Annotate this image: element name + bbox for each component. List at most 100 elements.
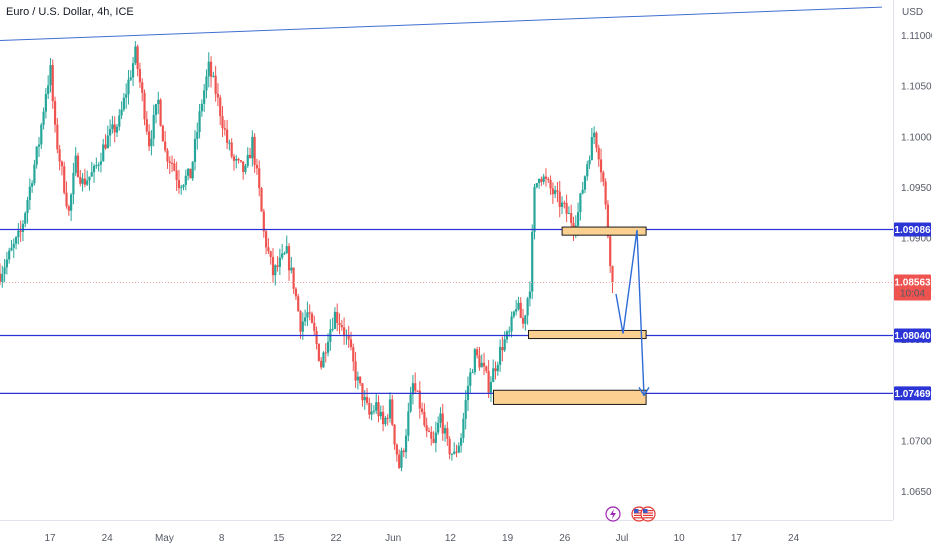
candle-body	[457, 445, 460, 453]
candle-body	[182, 184, 185, 188]
candle-body	[221, 116, 224, 129]
candle-body	[324, 352, 327, 354]
candle-body	[150, 138, 153, 147]
candle-body	[434, 432, 437, 443]
price-tag-label: 1.07469	[894, 389, 931, 400]
supply-demand-zone[interactable]	[561, 226, 647, 236]
us-flag-stripe	[634, 510, 644, 512]
lightning-icon-bolt	[610, 509, 616, 519]
us-flag-stripe	[634, 514, 644, 516]
candle-body	[476, 349, 479, 356]
time-axis[interactable]: 17 24 May 8 15 22 Jun 12 19 26 Jul 10 17 24	[0, 520, 893, 545]
candle-body	[79, 176, 82, 184]
candle-body	[526, 298, 529, 316]
candle-body	[17, 230, 20, 238]
candle-body	[531, 231, 534, 292]
candle-body	[74, 155, 77, 173]
candle-body	[427, 430, 431, 432]
trend-line[interactable]	[0, 6, 883, 42]
candle-body	[521, 317, 525, 324]
candle-body	[299, 311, 302, 332]
date-tick-label: 17	[731, 533, 743, 544]
candle-body	[558, 191, 561, 207]
candle-body	[590, 137, 593, 160]
countdown-timer: 10:04	[900, 289, 925, 300]
candle-body	[251, 136, 254, 159]
candle-body	[253, 136, 256, 165]
candle-body	[56, 124, 59, 150]
price-axis[interactable]: USD1.110001.105001.100001.095001.090001.…	[893, 0, 932, 550]
candle-body	[395, 444, 398, 455]
candle-body	[363, 397, 366, 401]
candle-body	[187, 168, 190, 176]
candle-body	[95, 165, 98, 167]
candle-body	[501, 347, 504, 351]
candle-body	[524, 315, 527, 324]
candle-body	[560, 202, 564, 207]
candle-body	[14, 237, 18, 244]
date-tick-label: 26	[559, 533, 571, 544]
candle-body	[118, 115, 121, 127]
candle-body	[547, 178, 550, 180]
candle-body	[448, 438, 451, 455]
candle-body	[579, 193, 582, 213]
candle-body	[556, 190, 559, 192]
us-flag-canton	[634, 509, 639, 513]
candle-body	[92, 165, 96, 173]
candle-body	[326, 341, 330, 353]
candle-body	[232, 156, 236, 161]
candle-body	[443, 428, 447, 434]
candle-body	[462, 418, 465, 438]
candle-body	[184, 175, 187, 185]
candle-body	[398, 454, 401, 468]
candle-body	[381, 411, 385, 425]
event-markers[interactable]	[605, 506, 656, 522]
supply-demand-zone[interactable]	[528, 329, 647, 340]
candle-body	[549, 179, 552, 189]
candle-body	[88, 176, 91, 181]
supply-demand-zone[interactable]	[493, 389, 647, 405]
candle-body	[535, 183, 538, 188]
candle-body	[306, 312, 309, 318]
candle-body	[177, 180, 181, 189]
lightning-icon[interactable]	[605, 506, 621, 522]
candle-body	[141, 82, 144, 93]
candle-body	[377, 402, 380, 417]
candle-body	[196, 131, 199, 139]
projection-path[interactable]	[615, 230, 645, 396]
candle-body	[99, 161, 103, 165]
candle-body	[283, 253, 286, 255]
drawing-overlays	[0, 6, 893, 405]
candle-body	[42, 111, 45, 125]
candle-body	[581, 189, 584, 194]
candle-body	[349, 339, 353, 348]
candle-body	[81, 178, 84, 184]
candle-body	[157, 99, 160, 105]
price-tick-label: 1.09000	[901, 234, 932, 245]
date-tick-label: 12	[445, 533, 457, 544]
candle-body	[356, 376, 359, 381]
candle-body	[565, 203, 568, 214]
price-tick-label: 1.06500	[901, 487, 932, 498]
candle-body	[145, 119, 148, 132]
candle-body	[494, 368, 497, 372]
candle-body	[1, 273, 4, 282]
candle-body	[597, 147, 600, 160]
candle-body	[393, 424, 396, 445]
date-tick-label: 22	[330, 533, 342, 544]
price-tick-label: 1.09500	[901, 183, 932, 194]
candle-body	[294, 288, 298, 297]
candle-body	[407, 411, 410, 436]
candle-body	[129, 77, 132, 80]
chart-title: Euro / U.S. Dollar, 4h, ICE	[6, 6, 134, 18]
candle-body	[67, 206, 70, 211]
candlestick-series	[0, 41, 614, 472]
candle-body	[138, 69, 142, 83]
candle-body	[602, 172, 605, 182]
candle-body	[496, 364, 499, 372]
candle-body	[297, 296, 300, 312]
candle-body	[503, 339, 506, 351]
candle-body	[271, 256, 275, 276]
us-flag-icon[interactable]	[640, 506, 656, 522]
